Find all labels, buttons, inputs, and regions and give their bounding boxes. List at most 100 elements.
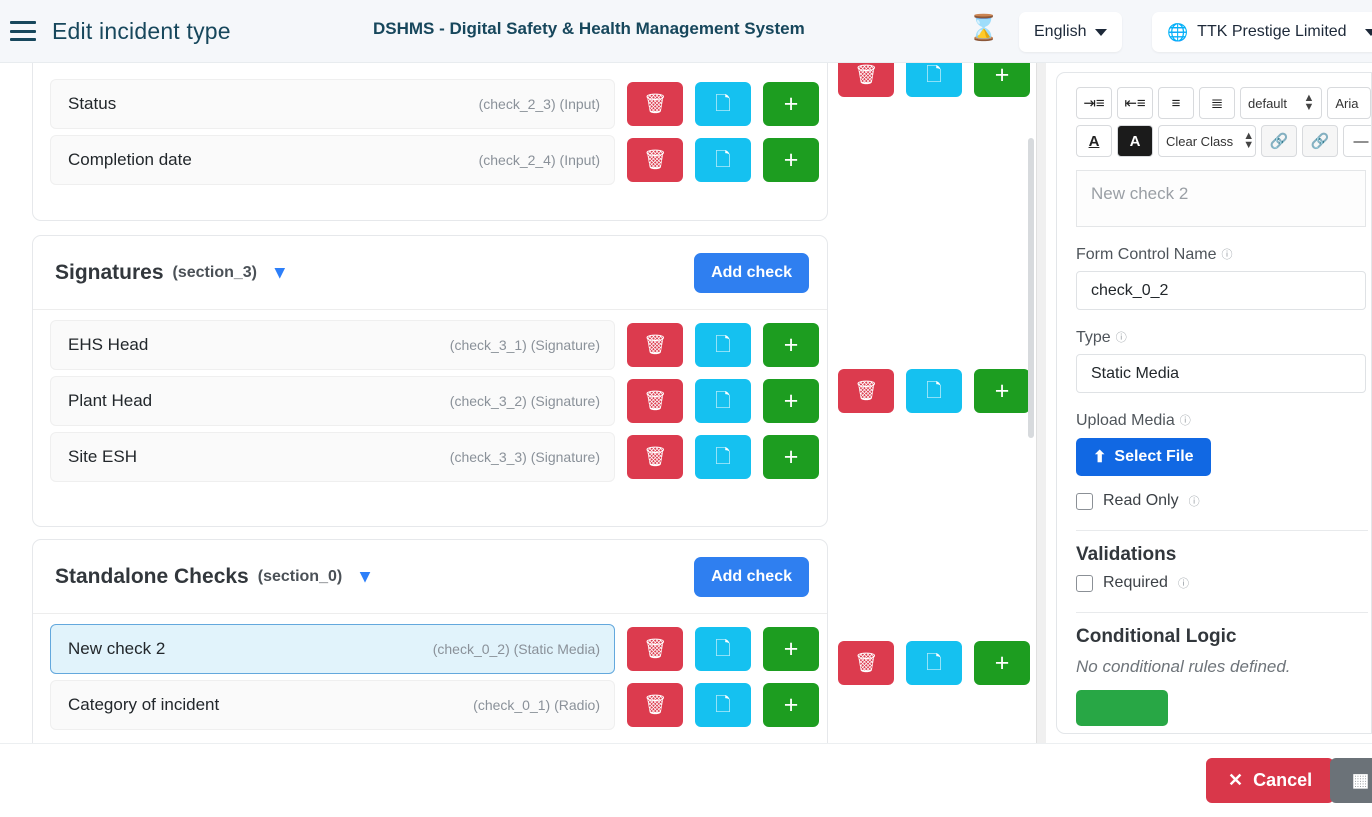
add-check-below-button[interactable]: + [763, 138, 819, 182]
row-action-group: 🗑 🗋 + [627, 323, 819, 367]
select-file-button[interactable]: ⬆ Select File [1076, 438, 1211, 476]
table-row[interactable]: Site ESH (check_3_3) (Signature) 🗑 🗋 + [33, 429, 827, 485]
check-row-status[interactable]: Status (check_2_3) (Input) [50, 79, 615, 129]
add-section-button[interactable]: + [974, 63, 1030, 97]
help-icon[interactable]: ⓘ [1115, 332, 1127, 344]
create-button[interactable]: ▦ C [1330, 758, 1372, 803]
delete-check-button[interactable]: 🗑 [627, 323, 683, 367]
form-control-name-label-text: Form Control Name [1076, 246, 1217, 263]
section-title: Signatures [55, 260, 164, 284]
check-meta: (check_2_3) (Input) [479, 96, 600, 112]
delete-check-button[interactable]: 🗑 [627, 138, 683, 182]
table-row[interactable]: Plant Head (check_3_2) (Signature) 🗑 🗋 + [33, 373, 827, 429]
add-check-below-button[interactable]: + [763, 323, 819, 367]
clear-class-select[interactable]: Clear Class ▲ ▼ [1158, 125, 1256, 157]
ordered-list-icon[interactable]: ≣ [1199, 87, 1235, 119]
divider [1076, 612, 1368, 613]
type-label-text: Type [1076, 329, 1111, 346]
upload-media-label: Upload Media ⓘ [1076, 412, 1371, 430]
delete-check-button[interactable]: 🗑 [627, 379, 683, 423]
duplicate-check-button[interactable]: 🗋 [695, 627, 751, 671]
unordered-list-icon[interactable]: ≡ [1158, 87, 1194, 119]
chevron-down-icon[interactable]: ▾ [275, 262, 285, 283]
font-family-select[interactable]: Aria [1327, 87, 1371, 119]
paragraph-style-select[interactable]: default ▲ ▼ [1240, 87, 1323, 119]
chevron-down-icon [1365, 28, 1372, 36]
delete-check-button[interactable]: 🗑 [627, 435, 683, 479]
add-check-button[interactable]: Add check [694, 252, 809, 293]
spinner-icon: ▲ ▼ [1303, 91, 1315, 113]
table-row[interactable]: Category of incident (check_0_1) (Radio)… [33, 677, 827, 733]
add-check-below-button[interactable]: + [763, 683, 819, 727]
page-title: Edit incident type [52, 17, 231, 44]
read-only-checkbox-row[interactable]: Read Only ⓘ [1076, 492, 1371, 510]
check-row-new-check-2[interactable]: New check 2 (check_0_2) (Static Media) [50, 624, 615, 674]
required-label: Required [1103, 574, 1168, 591]
help-icon[interactable]: ⓘ [1179, 415, 1191, 427]
cancel-button[interactable]: ✕ Cancel [1206, 758, 1335, 803]
table-row[interactable]: Completion date (check_2_4) (Input) 🗑 🗋 … [33, 132, 827, 188]
check-row-plant-head[interactable]: Plant Head (check_3_2) (Signature) [50, 376, 615, 426]
duplicate-section-button[interactable]: 🗋 [906, 369, 962, 413]
type-select[interactable]: Static Media [1076, 354, 1366, 393]
check-row-completion-date[interactable]: Completion date (check_2_4) (Input) [50, 135, 615, 185]
background-color-icon[interactable]: A [1117, 125, 1153, 157]
label-editor-input[interactable]: New check 2 [1076, 170, 1366, 227]
duplicate-section-button[interactable]: 🗋 [906, 63, 962, 97]
form-control-name-input[interactable]: check_0_2 [1076, 271, 1366, 310]
link-icon[interactable]: 🔗 [1261, 125, 1297, 157]
duplicate-check-button[interactable]: 🗋 [695, 82, 751, 126]
required-checkbox[interactable] [1076, 574, 1093, 592]
indent-decrease-icon[interactable]: ⇤≡ [1117, 87, 1153, 119]
help-icon[interactable]: ⓘ [1221, 249, 1233, 261]
delete-section-button[interactable]: 🗑 [838, 63, 894, 97]
delete-check-button[interactable]: 🗑 [627, 82, 683, 126]
add-section-button[interactable]: + [974, 369, 1030, 413]
check-row-site-esh[interactable]: Site ESH (check_3_3) (Signature) [50, 432, 615, 482]
hamburger-icon[interactable] [10, 21, 36, 41]
help-icon[interactable]: ⓘ [1188, 496, 1200, 508]
horizontal-rule-icon[interactable]: — [1343, 125, 1371, 157]
required-checkbox-row[interactable]: Required ⓘ [1076, 574, 1371, 592]
delete-check-button[interactable]: 🗑 [627, 627, 683, 671]
unlink-icon[interactable]: 🔗 [1302, 125, 1338, 157]
delete-section-button[interactable]: 🗑 [838, 641, 894, 685]
add-check-below-button[interactable]: + [763, 435, 819, 479]
section-action-group: 🗑 🗋 + [838, 63, 1030, 97]
table-row[interactable]: EHS Head (check_3_1) (Signature) 🗑 🗋 + [33, 310, 827, 373]
add-check-below-button[interactable]: + [763, 82, 819, 126]
clear-class-value: Clear Class [1166, 133, 1234, 149]
check-row-ehs-head[interactable]: EHS Head (check_3_1) (Signature) [50, 320, 615, 370]
delete-check-button[interactable]: 🗑 [627, 683, 683, 727]
language-selector[interactable]: English [1019, 12, 1123, 52]
duplicate-check-button[interactable]: 🗋 [695, 435, 751, 479]
duplicate-check-button[interactable]: 🗋 [695, 683, 751, 727]
add-rule-button[interactable] [1076, 690, 1168, 726]
cancel-label: Cancel [1253, 770, 1313, 790]
hourglass-icon[interactable]: ⌛ [968, 14, 1000, 42]
check-label: Site ESH [68, 447, 137, 466]
duplicate-check-button[interactable]: 🗋 [695, 138, 751, 182]
read-only-checkbox[interactable] [1076, 492, 1093, 510]
chevron-down-icon[interactable]: ▾ [360, 566, 370, 587]
indent-increase-icon[interactable]: ⇥≡ [1076, 87, 1112, 119]
duplicate-check-button[interactable]: 🗋 [695, 379, 751, 423]
duplicate-check-button[interactable]: 🗋 [695, 323, 751, 367]
add-check-button[interactable]: Add check [694, 556, 809, 597]
check-label: New check 2 [68, 639, 166, 658]
rich-text-editor-toolbar: ⇥≡ ⇤≡ ≡ ≣ default ▲ ▼ Aria A A Clear Clas… [1076, 87, 1371, 157]
row-action-group: 🗑 🗋 + [627, 627, 819, 671]
add-check-below-button[interactable]: + [763, 379, 819, 423]
duplicate-section-button[interactable]: 🗋 [906, 641, 962, 685]
add-check-below-button[interactable]: + [763, 627, 819, 671]
table-row[interactable]: New check 2 (check_0_2) (Static Media) 🗑… [33, 614, 827, 677]
vertical-scrollbar[interactable] [1028, 138, 1034, 438]
check-row-category-of-incident[interactable]: Category of incident (check_0_1) (Radio) [50, 680, 615, 730]
organization-selector[interactable]: 🌐 TTK Prestige Limited [1152, 12, 1372, 52]
delete-section-button[interactable]: 🗑 [838, 369, 894, 413]
table-row[interactable]: Status (check_2_3) (Input) 🗑 🗋 + [33, 76, 827, 132]
font-color-icon[interactable]: A [1076, 125, 1112, 157]
check-meta: (check_0_2) (Static Media) [433, 641, 600, 657]
help-icon[interactable]: ⓘ [1177, 578, 1189, 590]
add-section-button[interactable]: + [974, 641, 1030, 685]
